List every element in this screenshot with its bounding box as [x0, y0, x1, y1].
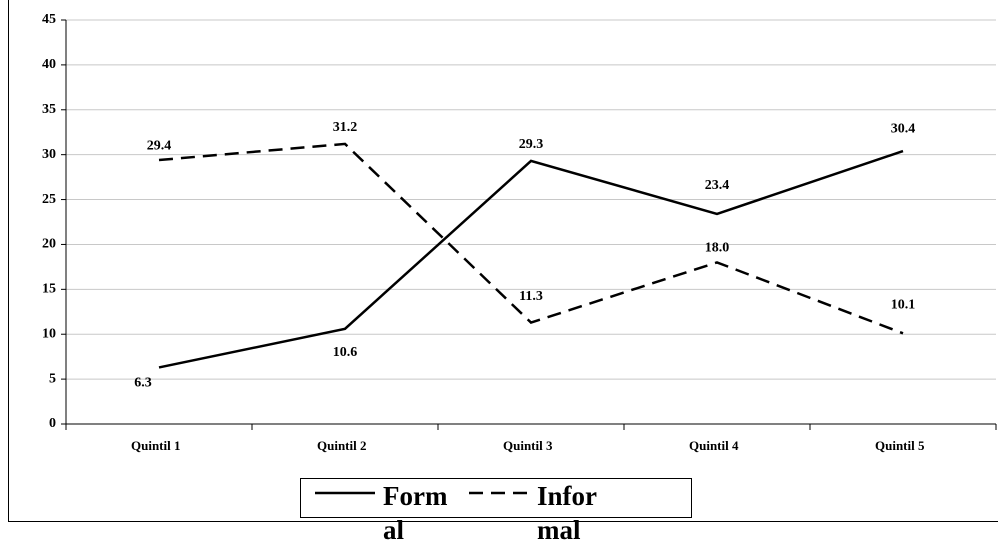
- y-tick-label: 10: [42, 326, 56, 341]
- legend-swatch: [469, 491, 529, 495]
- y-tick-label: 5: [49, 371, 56, 386]
- y-tick-label: 30: [42, 147, 56, 162]
- y-tick-label: 35: [42, 102, 56, 117]
- data-label: 31.2: [333, 120, 358, 135]
- x-tick-label: Quintil 3: [503, 438, 553, 453]
- chart-frame: [8, 0, 998, 522]
- series-line: [158, 142, 904, 335]
- x-tick-label: Quintil 5: [875, 438, 925, 453]
- legend-label: Formal: [383, 481, 448, 545]
- data-label: 23.4: [705, 178, 730, 193]
- y-tick-label: 25: [42, 192, 56, 207]
- legend-swatch: [315, 491, 375, 495]
- x-tick-label: Quintil 1: [131, 438, 181, 453]
- data-label: 30.4: [891, 121, 916, 136]
- data-label: 11.3: [519, 289, 543, 304]
- legend-label: Informal: [537, 481, 597, 545]
- x-tick-label: Quintil 4: [689, 438, 739, 453]
- legend-item: Informal: [469, 479, 609, 547]
- legend-item: Formal: [315, 479, 455, 547]
- data-label: 10.1: [891, 298, 916, 313]
- y-tick-label: 40: [42, 57, 56, 72]
- series-line: [158, 149, 904, 369]
- data-label: 29.4: [147, 138, 172, 153]
- legend: Formal Informal: [300, 478, 692, 545]
- y-tick-label: 20: [42, 237, 56, 252]
- x-tick-label: Quintil 2: [317, 438, 367, 453]
- y-tick-label: 0: [49, 416, 56, 431]
- y-tick-label: 15: [42, 282, 56, 297]
- y-tick-label: 45: [42, 12, 56, 27]
- data-label: 10.6: [333, 345, 358, 360]
- data-label: 18.0: [705, 241, 730, 256]
- data-label: 6.3: [134, 376, 152, 391]
- data-label: 29.3: [519, 137, 544, 152]
